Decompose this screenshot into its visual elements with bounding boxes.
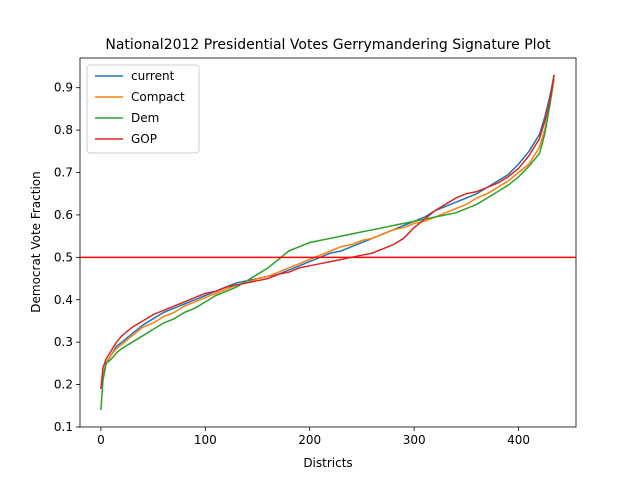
y-tick-label: 0.9 (54, 81, 73, 95)
legend-label-compact: Compact (131, 90, 185, 104)
legend-label-gop: GOP (131, 132, 157, 146)
legend-label-dem: Dem (131, 111, 159, 125)
y-tick-label: 0.1 (54, 420, 73, 434)
chart-title: National2012 Presidential Votes Gerryman… (105, 37, 551, 53)
y-tick-label: 0.4 (54, 293, 73, 307)
y-tick-label: 0.8 (54, 123, 73, 137)
y-tick-label: 0.7 (54, 166, 73, 180)
x-axis-label: Districts (303, 456, 352, 470)
plot-frame (79, 57, 577, 428)
x-tick-label: 200 (298, 433, 321, 447)
y-tick-label: 0.5 (54, 250, 73, 264)
plot-area: 0 100 200 300 400 0.1 0.2 0.3 0.4 0.5 0.6 0.7 0.8 0.9 (54, 57, 577, 447)
x-tick-label: 100 (194, 433, 217, 447)
x-tick-label: 400 (507, 433, 530, 447)
series-line-compact (100, 79, 555, 389)
legend-label-current: current (131, 69, 175, 83)
series-line-dem (100, 74, 555, 411)
x-tick-label: 300 (403, 433, 426, 447)
y-tick-label: 0.3 (54, 335, 73, 349)
x-tick-label: 0 (97, 433, 105, 447)
legend: current Compact Dem GOP (86, 64, 200, 154)
y-tick-label: 0.6 (54, 208, 73, 222)
legend-box (86, 64, 200, 154)
y-tick-label: 0.2 (54, 378, 73, 392)
y-axis-label: Democrat Vote Fraction (29, 171, 43, 312)
series-line-gop (100, 74, 555, 389)
